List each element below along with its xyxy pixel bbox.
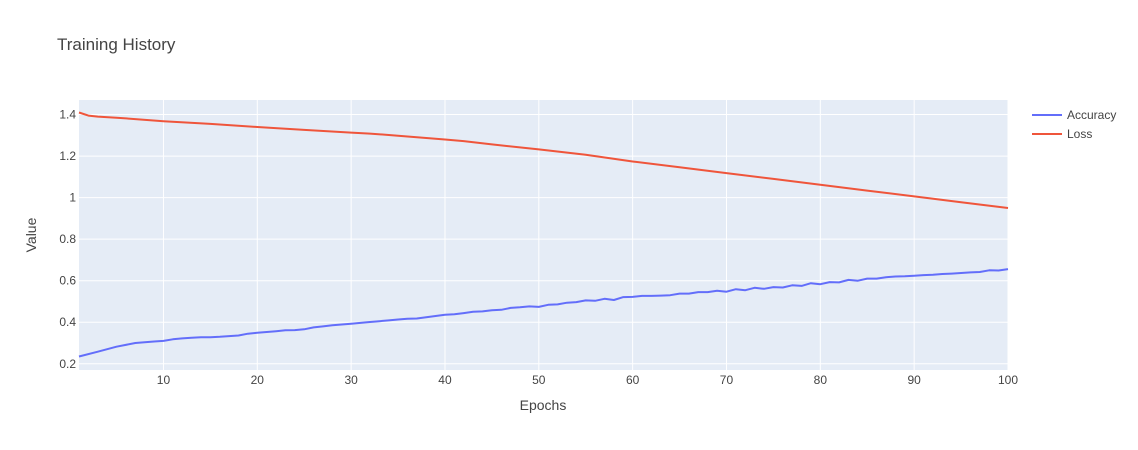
legend[interactable]: Accuracy Loss: [1032, 108, 1116, 141]
x-tick-label: 20: [251, 373, 265, 387]
legend-label-accuracy: Accuracy: [1067, 108, 1116, 122]
y-tick-label: 1.4: [59, 108, 76, 122]
x-tick-label: 70: [720, 373, 734, 387]
x-tick-label: 30: [344, 373, 358, 387]
legend-item-loss[interactable]: Loss: [1032, 127, 1092, 141]
x-axis-title: Epochs: [520, 397, 567, 413]
series-layer: [78, 111, 1009, 358]
x-tick-label: 60: [626, 373, 640, 387]
x-tick-labels: 10 20 30 40 50 60 70 80 90 100: [157, 373, 1019, 387]
x-tick-label: 50: [532, 373, 546, 387]
legend-label-loss: Loss: [1067, 127, 1092, 141]
y-tick-label: 0.6: [59, 274, 76, 288]
legend-item-accuracy[interactable]: Accuracy: [1032, 108, 1116, 122]
x-tick-label: 100: [998, 373, 1018, 387]
chart-title: Training History: [57, 35, 176, 54]
y-tick-label: 1: [69, 191, 76, 205]
y-axis-title: Value: [23, 217, 39, 252]
x-tick-label: 90: [907, 373, 921, 387]
series-line-loss: [78, 111, 1009, 209]
x-tick-label: 80: [814, 373, 828, 387]
y-tick-label: 1.2: [59, 149, 76, 163]
x-tick-label: 10: [157, 373, 171, 387]
y-tick-label: 0.2: [59, 357, 76, 371]
series-line-accuracy: [78, 268, 1009, 358]
y-tick-labels: 0.2 0.4 0.6 0.8 1 1.2 1.4: [59, 108, 76, 371]
y-tick-label: 0.4: [59, 315, 76, 329]
x-gridlines: [162, 100, 1009, 370]
plot-background: [79, 100, 1008, 370]
y-tick-label: 0.8: [59, 232, 76, 246]
x-tick-label: 40: [438, 373, 452, 387]
